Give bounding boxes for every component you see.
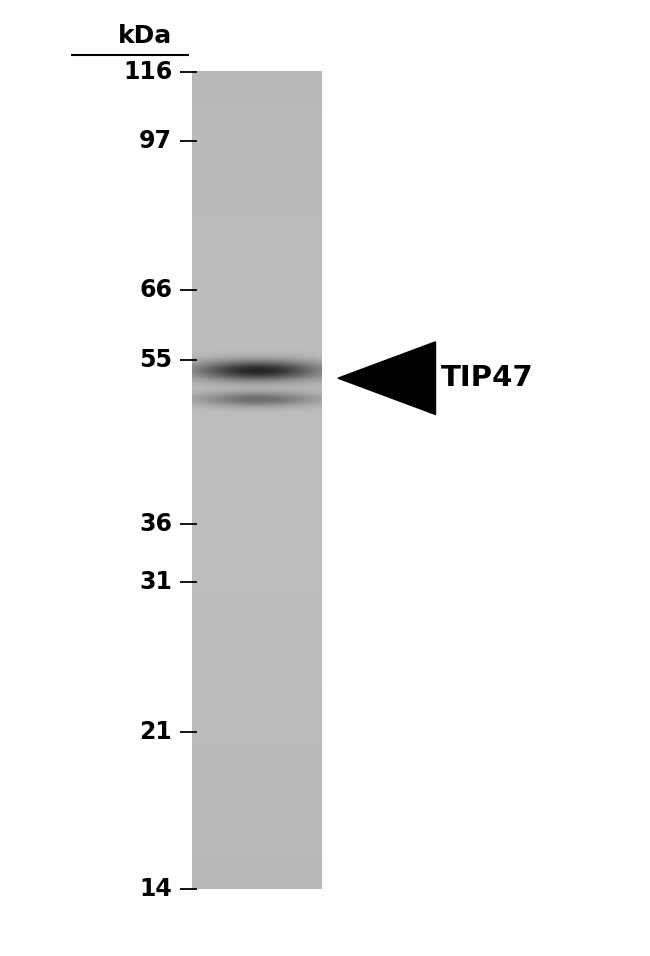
Text: 31: 31 [139, 570, 172, 594]
Text: 97: 97 [139, 129, 172, 153]
Text: kDa: kDa [118, 24, 172, 48]
Text: 14: 14 [140, 877, 172, 902]
Text: 55: 55 [139, 348, 172, 372]
Polygon shape [338, 342, 436, 415]
Text: TIP47: TIP47 [441, 364, 534, 392]
Text: 66: 66 [139, 277, 172, 302]
Text: 21: 21 [140, 721, 172, 745]
Text: 36: 36 [139, 512, 172, 536]
Text: 116: 116 [123, 59, 172, 84]
